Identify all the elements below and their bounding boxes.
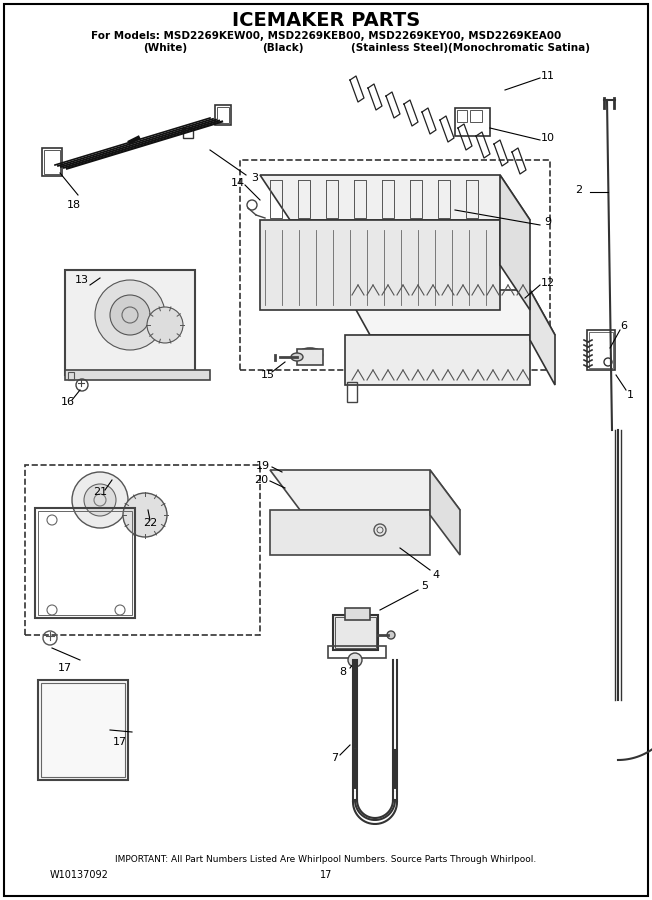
Polygon shape <box>500 175 530 310</box>
Text: 14: 14 <box>231 178 245 188</box>
Polygon shape <box>430 470 460 555</box>
Text: 10: 10 <box>541 133 555 143</box>
Text: 7: 7 <box>331 753 338 763</box>
Bar <box>217 107 229 123</box>
Circle shape <box>95 280 165 350</box>
Bar <box>420 178 450 200</box>
Text: 17: 17 <box>113 737 127 747</box>
Circle shape <box>72 472 128 528</box>
Text: 9: 9 <box>544 217 552 227</box>
Circle shape <box>84 484 116 516</box>
Text: For Models: MSD2269KEW00, MSD2269KEB00, MSD2269KEY00, MSD2269KEA00: For Models: MSD2269KEW00, MSD2269KEB00, … <box>91 31 561 41</box>
Circle shape <box>123 493 167 537</box>
Text: ICEMAKER PARTS: ICEMAKER PARTS <box>232 11 420 30</box>
Text: IMPORTANT: All Part Numbers Listed Are Whirlpool Numbers. Source Parts Through W: IMPORTANT: All Part Numbers Listed Are W… <box>115 856 537 865</box>
Bar <box>589 332 613 368</box>
Text: 2: 2 <box>576 185 583 195</box>
Circle shape <box>147 307 183 343</box>
Bar <box>436 180 446 190</box>
Circle shape <box>110 295 150 335</box>
Text: (White): (White) <box>143 43 187 53</box>
Text: 11: 11 <box>541 71 555 81</box>
Bar <box>328 646 386 658</box>
Bar <box>587 330 615 370</box>
Bar <box>65 370 210 380</box>
Polygon shape <box>260 175 530 220</box>
Circle shape <box>348 653 362 667</box>
Bar <box>25 465 260 635</box>
Polygon shape <box>530 290 555 385</box>
Text: 16: 16 <box>61 397 75 407</box>
Bar <box>333 615 378 650</box>
Ellipse shape <box>291 353 303 361</box>
Text: (Black): (Black) <box>262 43 304 53</box>
Bar <box>457 110 467 122</box>
Text: 20: 20 <box>254 475 268 485</box>
Bar <box>35 508 135 618</box>
Bar <box>38 680 128 780</box>
Bar <box>42 148 62 176</box>
Text: 18: 18 <box>67 200 81 210</box>
Bar <box>297 349 323 365</box>
Bar <box>455 108 490 136</box>
Text: 22: 22 <box>143 518 157 528</box>
Bar <box>470 110 482 122</box>
Polygon shape <box>65 270 195 375</box>
Ellipse shape <box>297 348 323 362</box>
Text: 5: 5 <box>421 581 428 591</box>
Bar <box>215 105 231 125</box>
Text: 17: 17 <box>320 870 332 880</box>
Text: 12: 12 <box>541 278 555 288</box>
Text: 6: 6 <box>621 321 627 331</box>
Bar <box>38 511 132 615</box>
Text: 3: 3 <box>252 173 258 183</box>
Polygon shape <box>345 335 530 385</box>
Bar <box>183 128 193 138</box>
Text: 13: 13 <box>75 275 89 285</box>
Text: 15: 15 <box>261 370 275 380</box>
Bar <box>422 180 434 190</box>
Bar <box>347 382 357 402</box>
Polygon shape <box>345 290 555 335</box>
Text: 21: 21 <box>93 487 107 497</box>
Text: 1: 1 <box>627 390 634 400</box>
Bar <box>240 160 550 370</box>
Text: 8: 8 <box>339 667 346 677</box>
Text: (Stainless Steel): (Stainless Steel) <box>351 43 449 53</box>
Bar <box>41 683 125 777</box>
Text: 4: 4 <box>432 570 439 580</box>
Text: W10137092: W10137092 <box>50 870 109 880</box>
Polygon shape <box>270 510 430 555</box>
Polygon shape <box>270 470 460 510</box>
Text: 17: 17 <box>58 663 72 673</box>
Circle shape <box>387 631 395 639</box>
Text: (Monochromatic Satina): (Monochromatic Satina) <box>448 43 590 53</box>
Bar <box>44 150 60 174</box>
Bar <box>345 608 370 620</box>
Polygon shape <box>260 220 500 310</box>
Bar <box>335 617 376 648</box>
Text: 19: 19 <box>256 461 270 471</box>
Bar <box>68 372 74 380</box>
